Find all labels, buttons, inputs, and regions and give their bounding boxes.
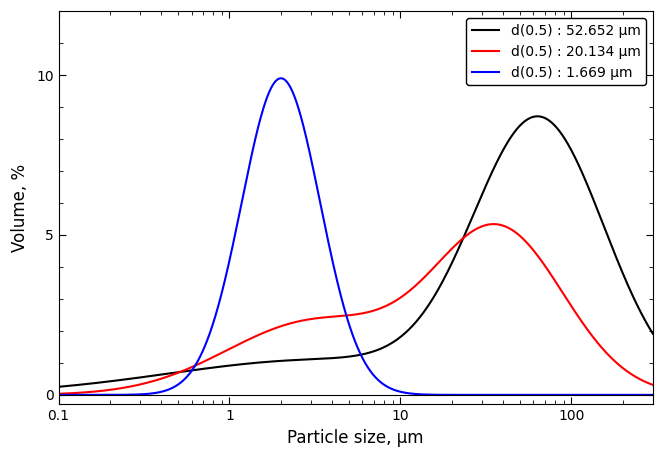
Y-axis label: Volume, %: Volume, %	[11, 164, 29, 252]
Legend: d(0.5) : 52.652 μm, d(0.5) : 20.134 μm, d(0.5) : 1.669 μm: d(0.5) : 52.652 μm, d(0.5) : 20.134 μm, …	[466, 18, 646, 85]
X-axis label: Particle size, μm: Particle size, μm	[288, 429, 424, 447]
